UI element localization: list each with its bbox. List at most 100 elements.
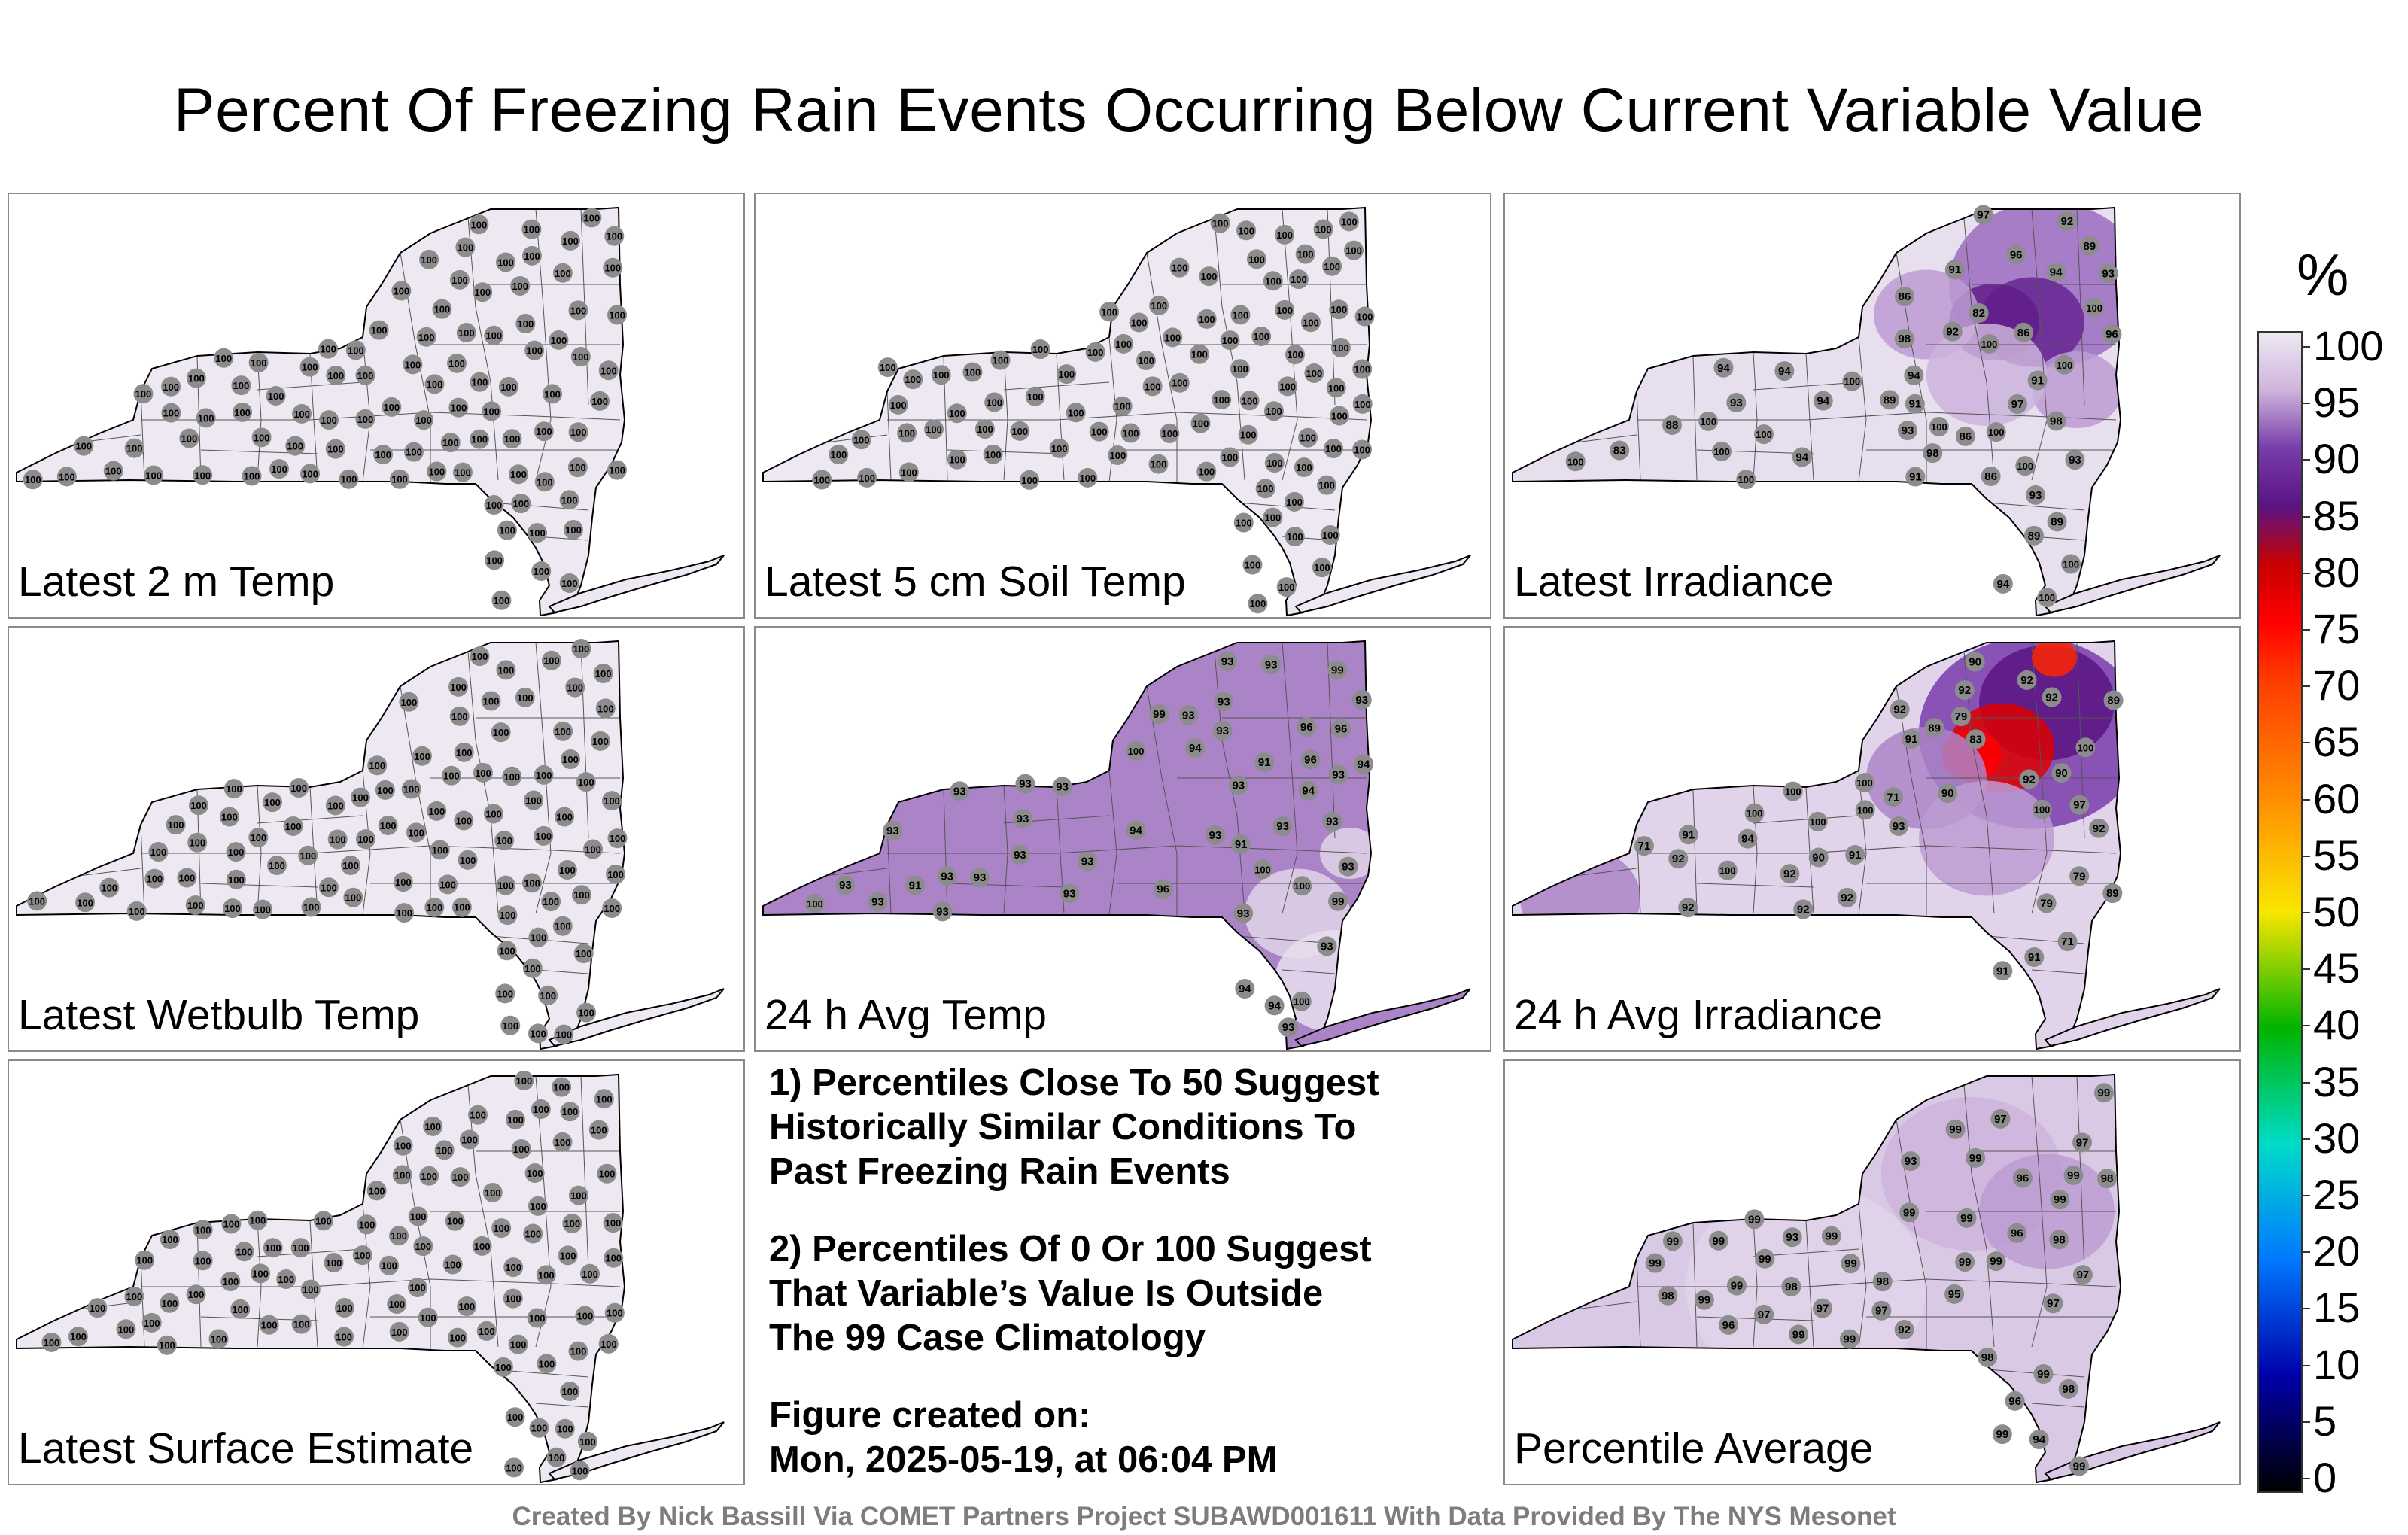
- station-value: 100: [1354, 399, 1371, 410]
- county-boundary: [535, 1403, 589, 1408]
- station-dot: [555, 807, 575, 827]
- station-value: 100: [1172, 263, 1188, 274]
- station-marker: 99: [1992, 1424, 2012, 1445]
- station-value: 100: [562, 1106, 579, 1117]
- station-value: 100: [424, 1121, 441, 1132]
- station-marker: 100: [1248, 594, 1268, 614]
- station-dot: [604, 1302, 625, 1323]
- station-dot: [1969, 303, 1989, 324]
- station-dot: [472, 1236, 492, 1256]
- station-value: 100: [126, 443, 143, 454]
- station-dot: [570, 347, 591, 367]
- county-boundary: [1637, 1278, 2117, 1287]
- station-value: 100: [189, 837, 205, 849]
- station-value: 100: [544, 388, 561, 400]
- station-value: 100: [1199, 314, 1215, 325]
- station-dot: [313, 1211, 333, 1231]
- station-marker: 100: [1712, 441, 1732, 461]
- station-value: 100: [577, 1310, 594, 1321]
- station-marker: 93: [1015, 774, 1035, 794]
- station-marker: 100: [366, 1181, 387, 1201]
- station-marker: 100: [221, 1214, 242, 1234]
- station-marker: 100: [1196, 309, 1217, 329]
- station-dot: [1196, 309, 1217, 329]
- station-marker: 100: [888, 394, 908, 415]
- station-dot: [1275, 224, 1295, 245]
- station-value: 100: [1266, 457, 1283, 469]
- station-marker: 100: [1263, 271, 1283, 291]
- station-dot: [289, 777, 309, 798]
- station-dot: [1942, 321, 1963, 342]
- station-marker: 99: [1899, 1202, 1920, 1223]
- station-marker: 93: [1351, 689, 1372, 710]
- station-dot: [1078, 467, 1098, 488]
- station-value: 100: [470, 1110, 486, 1121]
- station-dot: [291, 1314, 312, 1334]
- station-dot: [1300, 312, 1321, 333]
- station-marker: 100: [392, 1165, 412, 1185]
- station-dot: [223, 779, 244, 799]
- station-value: 100: [211, 1333, 227, 1345]
- station-dot: [947, 449, 967, 470]
- station-marker: 93: [1233, 903, 1254, 923]
- station-marker: 93: [1338, 856, 1358, 877]
- map-panel: 89 71 91 90 89 92 92 89 83 91 71 79 79 92 79 71 91 90 90 90…: [1503, 626, 2241, 1052]
- station-dot: [1956, 1208, 1977, 1228]
- station-marker: 100: [568, 1185, 588, 1205]
- station-marker: 100: [528, 1023, 548, 1044]
- station-marker: 90: [1808, 847, 1829, 868]
- station-dot: [2032, 799, 2052, 819]
- station-value: 100: [1201, 271, 1218, 282]
- station-value: 100: [1278, 582, 1295, 593]
- station-dot: [515, 687, 535, 707]
- station-value: 99: [1731, 1280, 1744, 1293]
- station-marker: 100: [318, 877, 339, 898]
- station-dot: [419, 249, 439, 269]
- station-dot: [473, 282, 493, 302]
- station-value: 100: [395, 877, 412, 888]
- colorbar-tick: [2303, 1421, 2310, 1423]
- colorbar-tick: [2303, 1195, 2310, 1196]
- station-marker: 100: [1264, 453, 1285, 473]
- station-value: 100: [393, 286, 409, 297]
- station-marker: 93: [969, 868, 990, 888]
- station-value: 91: [1849, 849, 1862, 862]
- station-marker: 99: [1744, 1209, 1765, 1230]
- station-dot: [1792, 447, 1812, 467]
- station-marker: 99: [2069, 1456, 2090, 1476]
- station-value: 96: [2008, 1395, 2021, 1408]
- station-dot: [166, 815, 186, 835]
- station-marker: 100: [552, 263, 573, 283]
- station-marker: 100: [144, 465, 164, 485]
- station-value: 100: [1212, 218, 1229, 229]
- station-value: 100: [499, 945, 515, 956]
- station-marker: 100: [829, 445, 849, 465]
- station-dot: [571, 639, 591, 659]
- station-value: 100: [559, 865, 576, 876]
- station-value: 92: [2023, 773, 2036, 786]
- station-value: 100: [198, 412, 214, 424]
- station-value: 83: [1613, 444, 1626, 457]
- station-value: 100: [105, 466, 122, 477]
- station-marker: 94: [1713, 357, 1734, 378]
- station-dot: [448, 1327, 468, 1348]
- station-dot: [1708, 1230, 1728, 1251]
- station-dot: [456, 323, 476, 343]
- station-marker: 100: [536, 1265, 556, 1285]
- station-dot: [1292, 876, 1312, 896]
- station-marker: 100: [300, 464, 321, 484]
- station-marker: 100: [179, 428, 199, 448]
- station-dot: [1112, 396, 1133, 416]
- station-dot: [531, 1099, 551, 1119]
- station-value: 100: [1191, 349, 1208, 360]
- station-dot: [1297, 716, 1317, 737]
- station-marker: 100: [263, 1238, 283, 1258]
- station-dot: [1328, 891, 1348, 911]
- station-marker: 100: [345, 340, 366, 360]
- station-value: 100: [479, 1326, 495, 1337]
- station-marker: 92: [2042, 687, 2062, 707]
- station-marker: 100: [393, 872, 413, 892]
- station-marker: 91: [2027, 370, 2048, 391]
- station-value: 100: [236, 1246, 253, 1257]
- station-value: 100: [420, 1312, 436, 1324]
